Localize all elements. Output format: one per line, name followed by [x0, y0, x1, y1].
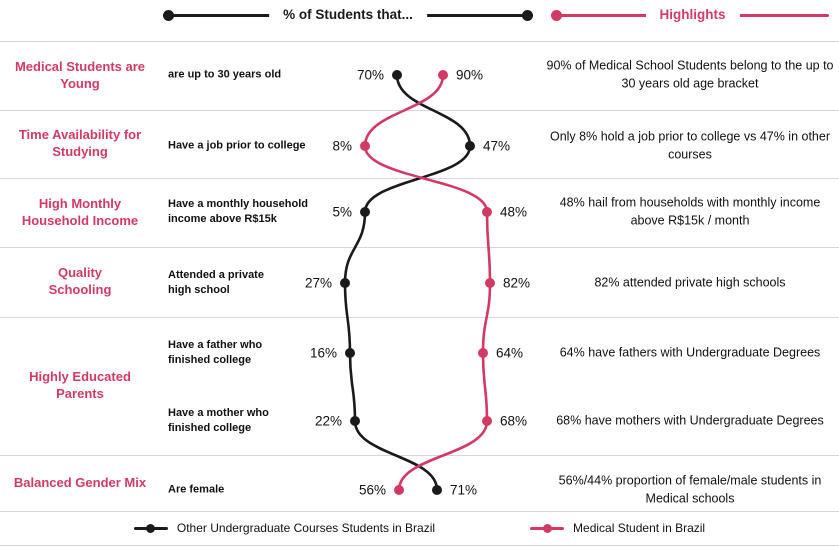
chart-value-label: 56% [359, 483, 386, 498]
row-divider [0, 110, 839, 111]
legend-label-other: Other Undergraduate Courses Students in … [176, 521, 436, 535]
metric-label: Attended a private high school [168, 269, 264, 296]
row-divider [0, 317, 839, 318]
chart-dot-other [432, 485, 442, 495]
category-label: Balanced Gender Mix [13, 474, 147, 490]
legend-marker-black-icon [133, 523, 168, 534]
category-label: Medical Students are Young [14, 58, 146, 91]
chart-value-label: 68% [500, 414, 527, 429]
chart-title: % of Students that... [269, 6, 427, 24]
chart-dot-other [350, 416, 360, 426]
category-label: Highly Educated Parents [29, 369, 131, 401]
chart-legend: Other Undergraduate Courses Students in … [0, 511, 839, 545]
legend-item-other-undergraduate: Other Undergraduate Courses Students in … [133, 521, 436, 535]
legend-marker-pink-icon [530, 523, 565, 534]
chart-dot-medical [482, 207, 492, 217]
category-label: Time Availability for Studying [18, 127, 142, 159]
chart-dot-medical [394, 485, 404, 495]
row-divider [0, 545, 839, 546]
highlight-text: 90% of Medical School Students belong to… [546, 58, 834, 91]
row-divider [0, 455, 839, 456]
chart-value-label: 47% [483, 139, 510, 154]
highlight-text: 48% hail from households with monthly in… [559, 195, 821, 228]
chart-dot-medical [485, 278, 495, 288]
metric-label: Are female [168, 483, 225, 496]
metric-label: Have a father who finished college [168, 339, 263, 366]
metric-label: Have a job prior to college [168, 139, 306, 152]
metric-label: Have a monthly household income above R$1… [168, 198, 308, 225]
chart-dot-other [345, 348, 355, 358]
highlight-text: Only 8% hold a job prior to college vs 4… [549, 129, 831, 162]
highlight-text: 68% have mothers with Undergraduate Degr… [556, 413, 824, 428]
chart-value-label: 16% [310, 346, 337, 361]
metric-label: are up to 30 years old [168, 68, 282, 81]
category-label: Quality Schooling [48, 265, 112, 297]
metric-label: Have a mother who finished college [168, 407, 269, 434]
chart-line-medical [363, 73, 492, 492]
chart-value-label: 82% [503, 276, 530, 291]
chart-title-header: % of Students that... [163, 6, 533, 24]
chart-dot-medical [478, 348, 488, 358]
chart-value-label: 27% [305, 276, 332, 291]
chart-dot-other [392, 70, 402, 80]
chart-dot-other [360, 207, 370, 217]
legend-label-medical: Medical Student in Brazil [573, 521, 706, 535]
header-line-endpoint-right-icon [522, 9, 533, 21]
row-divider [0, 511, 839, 512]
chart-value-label: 5% [332, 205, 352, 220]
highlights-title: Highlights [645, 6, 740, 24]
chart-dot-medical [360, 141, 370, 151]
chart-line-other [343, 73, 472, 492]
chart-dot-other [465, 141, 475, 151]
legend-item-medical-student: Medical Student in Brazil [530, 521, 705, 535]
highlight-text: 64% have fathers with Undergraduate Degr… [559, 345, 821, 360]
chart-value-label: 70% [357, 68, 384, 83]
chart-value-label: 64% [496, 346, 523, 361]
highlights-header: Highlights [551, 6, 834, 24]
chart-dot-other [340, 278, 350, 288]
chart-value-label: 90% [456, 68, 483, 83]
highlight-text: 56%/44% proportion of female/male studen… [558, 473, 822, 506]
chart-dot-medical [482, 416, 492, 426]
row-divider [0, 247, 839, 248]
chart-value-label: 71% [450, 483, 477, 498]
chart-dot-medical [438, 70, 448, 80]
row-divider [0, 41, 839, 42]
chart-value-label: 22% [315, 414, 342, 429]
highlight-text: 82% attended private high schools [594, 275, 786, 290]
chart-value-label: 48% [500, 205, 527, 220]
category-label: High Monthly Household Income [21, 195, 139, 228]
chart-value-label: 8% [332, 139, 352, 154]
